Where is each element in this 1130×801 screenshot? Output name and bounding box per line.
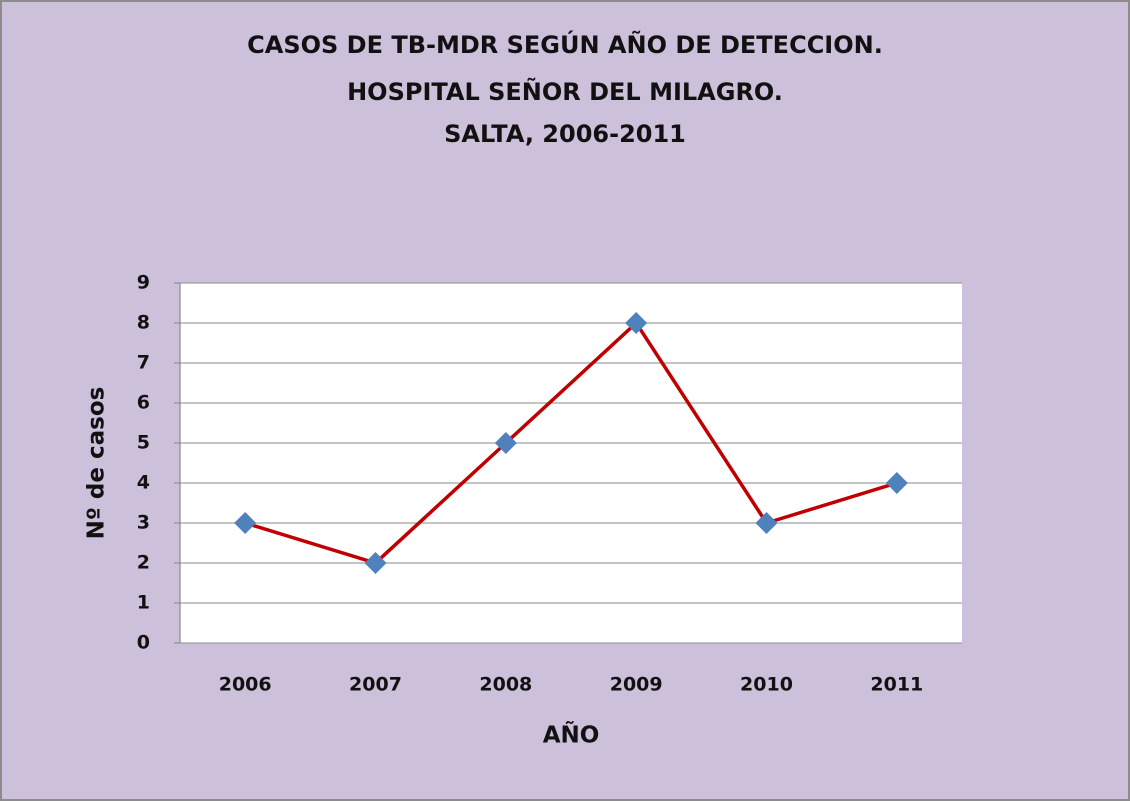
data-point xyxy=(494,432,517,454)
x-tick-label: 2011 xyxy=(870,674,923,696)
y-tick-label: 4 xyxy=(137,472,150,494)
data-point xyxy=(755,512,778,534)
y-axis-label: Nº de casos xyxy=(84,387,110,540)
plot-area xyxy=(180,283,962,643)
y-tick-label: 1 xyxy=(137,592,150,614)
x-tick-label: 2009 xyxy=(610,674,663,696)
x-tick-label: 2006 xyxy=(219,674,272,696)
x-tick-label: 2007 xyxy=(349,674,402,696)
data-point xyxy=(364,552,387,574)
y-tick-label: 8 xyxy=(137,312,150,334)
data-line xyxy=(244,320,898,565)
x-tick-label: 2008 xyxy=(479,674,532,696)
y-tick-label: 3 xyxy=(137,512,150,534)
y-tick-label: 5 xyxy=(137,432,150,454)
data-point xyxy=(885,472,908,494)
data-point xyxy=(234,512,257,534)
y-tick-label: 2 xyxy=(137,552,150,574)
chart-title: CASOS DE TB-MDR SEGÚN AÑO DE DETECCION. xyxy=(247,29,883,59)
data-point xyxy=(625,312,648,334)
chart-title: HOSPITAL SEÑOR DEL MILAGRO. xyxy=(347,77,783,106)
y-tick-label: 9 xyxy=(137,272,150,294)
x-axis-label: AÑO xyxy=(543,721,600,749)
chart-title: SALTA, 2006-2011 xyxy=(444,120,686,148)
y-tick-label: 7 xyxy=(137,352,150,374)
x-tick-label: 2010 xyxy=(740,674,793,696)
y-tick-label: 0 xyxy=(137,632,150,654)
y-tick-label: 6 xyxy=(137,392,150,414)
